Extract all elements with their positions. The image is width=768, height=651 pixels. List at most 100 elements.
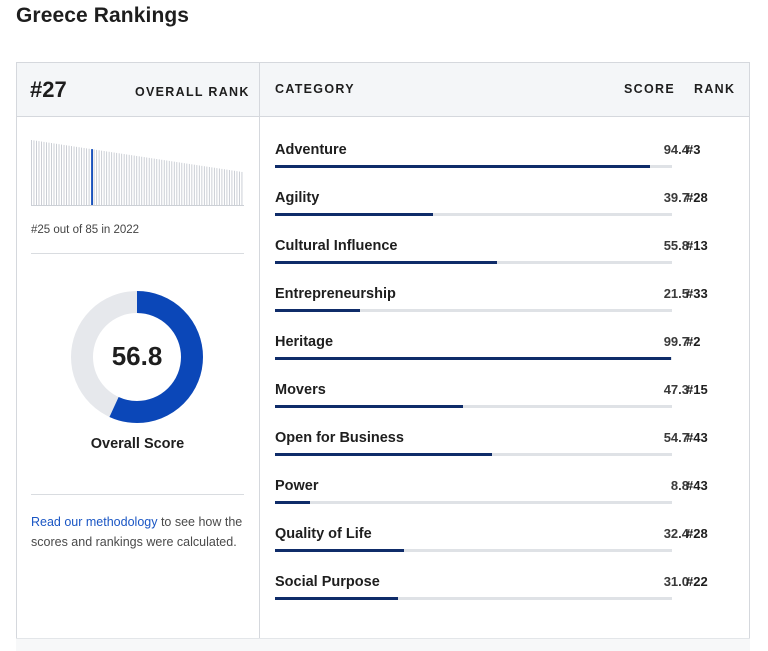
category-row: Social Purpose 31.0 #22 [275, 574, 745, 622]
rank-history-bar [61, 144, 62, 206]
rank-history-bar [58, 144, 60, 206]
category-name: Entrepreneurship [275, 286, 396, 302]
next-section-edge [16, 638, 750, 651]
category-name: Movers [275, 382, 326, 398]
category-rank: #43 [686, 478, 708, 493]
rank-history-bar [31, 140, 32, 206]
rank-history-bar [163, 160, 165, 206]
rank-history-bar [148, 157, 150, 206]
rank-history-bar [51, 143, 52, 206]
score-bar-track [275, 405, 672, 408]
category-score: 54.7 [663, 430, 689, 445]
category-score: 31.0 [663, 574, 689, 589]
rank-history-bar [126, 154, 128, 206]
column-divider [259, 63, 260, 651]
rank-history-bar [131, 155, 133, 206]
rank-history-bar [73, 146, 75, 206]
rank-history-bar [223, 169, 225, 206]
category-rank: #15 [686, 382, 708, 397]
rank-history-bar [136, 155, 138, 206]
overall-rank-label: OVERALL RANK [135, 85, 250, 99]
rank-history-caption: #25 out of 85 in 2022 [31, 224, 140, 236]
rank-history-bar [241, 171, 243, 206]
rank-history-bar [233, 170, 235, 206]
rank-history-bar [146, 157, 148, 206]
rank-history-bar [76, 146, 78, 206]
donut-fill [71, 291, 203, 423]
rank-history-bar [228, 170, 230, 206]
score-bar-track [275, 501, 672, 504]
rank-history-bar [153, 158, 155, 206]
category-row: Movers 47.3 #15 [275, 382, 745, 430]
category-row: Agility 39.7 #28 [275, 190, 745, 238]
score-bar-fill [275, 453, 493, 456]
rank-history-bar [56, 143, 57, 206]
category-name: Social Purpose [275, 574, 380, 590]
rank-history-bar [193, 164, 195, 206]
rank-history-bar [46, 142, 47, 206]
category-name: Quality of Life [275, 526, 372, 542]
rank-history-bar [176, 162, 178, 206]
category-score: 21.5 [663, 286, 689, 301]
rank-history-bar [213, 167, 215, 206]
rank-history-bar [66, 145, 67, 206]
category-name: Open for Business [275, 430, 404, 446]
category-score: 55.8 [663, 238, 689, 253]
rank-history-bar [36, 140, 37, 206]
rank-history-bar [128, 154, 130, 206]
category-score: 8.8 [670, 478, 689, 493]
rank-history-bar [98, 150, 100, 206]
methodology-link[interactable]: Read our methodology [31, 515, 158, 529]
score-bar-track [275, 309, 672, 312]
category-row: Open for Business 54.7 #43 [275, 430, 745, 478]
overall-rank-value: #27 [30, 77, 67, 102]
rank-history-bar [226, 169, 228, 206]
score-bar-fill [275, 405, 463, 408]
category-rank: #3 [686, 142, 701, 157]
category-rank: #13 [686, 238, 708, 253]
rank-history-bar [121, 153, 123, 206]
rankings-card: #27 OVERALL RANK CATEGORY SCORE RANK #25… [16, 62, 750, 651]
rank-history-bar [83, 147, 85, 206]
rank-history-bar [93, 149, 95, 206]
category-rank: #43 [686, 430, 708, 445]
rank-history-bar [173, 161, 175, 206]
rank-history-bar [158, 159, 160, 206]
category-score: 94.4 [663, 142, 689, 157]
rank-history-bar [106, 151, 108, 206]
rank-history-bar [188, 163, 190, 206]
overall-score-value: 56.8 [111, 341, 163, 371]
overall-score-label: Overall Score [90, 436, 185, 452]
rank-history-bar [103, 151, 105, 206]
score-bar-fill [275, 261, 497, 264]
rank-history-bar [143, 157, 145, 206]
category-name: Heritage [275, 334, 334, 350]
score-bar-fill [275, 357, 671, 360]
rank-history-bar [181, 162, 183, 206]
rank-history-bar [38, 141, 40, 206]
score-bar-track [275, 549, 672, 552]
rank-history-bar [171, 161, 173, 206]
rank-history-chart [31, 140, 243, 206]
rank-history-bar [86, 148, 88, 206]
score-bar-track [275, 261, 672, 264]
divider [31, 253, 244, 254]
rank-history-bar [96, 149, 98, 206]
rank-history-bar [218, 168, 220, 206]
category-rank: #28 [686, 526, 708, 541]
rank-column-header: RANK [694, 82, 736, 96]
rank-history-bar [71, 146, 72, 206]
rank-history-bar [116, 152, 118, 206]
rank-history-bar [63, 144, 65, 206]
rank-history-bar [221, 168, 223, 206]
category-rank: #22 [686, 574, 708, 589]
rank-history-bar [101, 150, 103, 206]
rank-history-bar [111, 152, 113, 206]
score-bar-track [275, 213, 672, 216]
rank-history-bar [78, 147, 80, 206]
score-bar-fill [275, 213, 433, 216]
score-bar-track [275, 453, 672, 456]
score-column-header: SCORE [624, 82, 675, 96]
methodology-note: Read our methodology to see how the scor… [31, 512, 244, 552]
rank-history-bar [166, 160, 168, 206]
